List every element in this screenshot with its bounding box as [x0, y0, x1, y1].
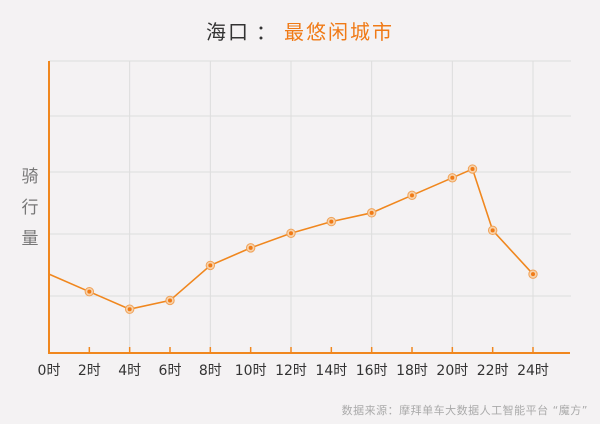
- x-tick-label: 18时: [396, 363, 428, 379]
- grid-lines: [49, 60, 571, 353]
- x-tick-label: 22时: [477, 363, 509, 379]
- data-point: [165, 295, 175, 306]
- data-point: [326, 216, 337, 227]
- y-axis-label-char: 行: [21, 198, 39, 218]
- x-tick-label: 0时: [38, 363, 61, 379]
- data-point: [366, 208, 377, 218]
- x-tick-label: 14时: [315, 363, 347, 379]
- x-tick-label: 10时: [235, 363, 267, 379]
- y-axis-label: 骑 行 量: [20, 162, 40, 255]
- x-axis-ticks: [88, 347, 534, 353]
- data-point: [407, 190, 417, 201]
- x-tick-label: 2时: [78, 363, 101, 379]
- data-point: [245, 243, 256, 253]
- x-tick-label: 6时: [159, 363, 182, 379]
- data-point: [124, 304, 135, 314]
- y-axis-label-char: 量: [21, 229, 39, 249]
- data-point: [447, 173, 458, 183]
- data-point: [487, 225, 498, 236]
- x-tick-label: 4时: [118, 363, 141, 379]
- data-source-note: 数据来源：摩拜单车大数据人工智能平台 “魔方”: [341, 404, 588, 417]
- x-tick-label: 16时: [356, 363, 388, 379]
- y-axis-label-char: 骑: [21, 167, 39, 187]
- data-point: [84, 286, 95, 297]
- axes: [48, 61, 570, 354]
- chart-title: 海口：最悠闲城市: [0, 16, 600, 45]
- data-point: [467, 164, 478, 174]
- data-point: [286, 228, 296, 238]
- title-city: 海口: [206, 20, 250, 44]
- data-points: [84, 164, 538, 314]
- x-tick-label: 24时: [517, 363, 549, 379]
- x-tick-label: 8时: [199, 363, 222, 379]
- title-tag: 最悠闲城市: [284, 20, 394, 44]
- data-point: [528, 269, 538, 279]
- data-point: [205, 260, 216, 271]
- x-tick-label: 12时: [275, 363, 307, 379]
- title-separator: ：: [256, 20, 278, 44]
- x-axis-labels: 0时 2时 4时 6时 8时 10时 12时 14时 16时 18时 20时 22时 24时: [38, 363, 549, 379]
- x-tick-label: 20时: [436, 363, 468, 379]
